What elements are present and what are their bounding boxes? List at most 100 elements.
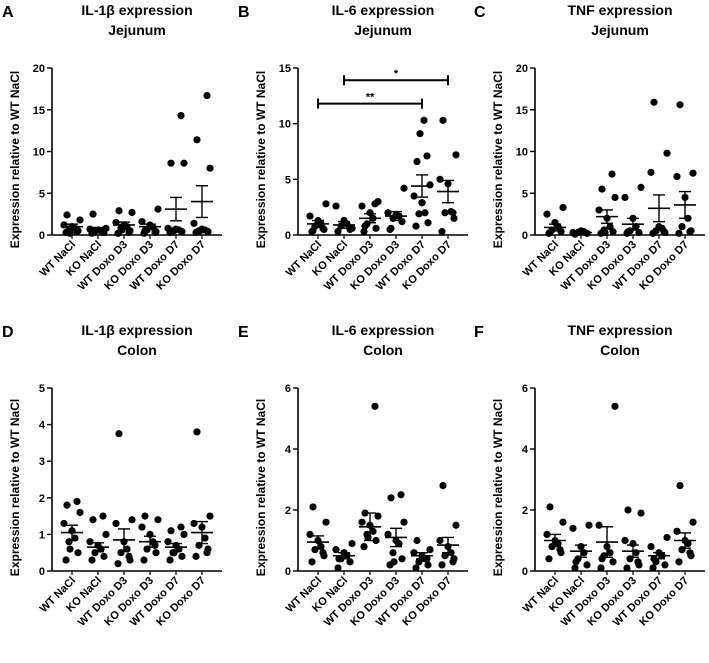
significance-label: *	[394, 68, 399, 80]
data-point	[360, 228, 368, 236]
data-point	[115, 430, 123, 438]
panel-letter: E	[238, 324, 249, 341]
data-point	[585, 521, 593, 529]
y-axis-label: Expression relative to WT NaCl	[8, 71, 22, 248]
data-point	[675, 558, 683, 566]
data-point	[190, 219, 198, 227]
data-point	[387, 494, 395, 502]
data-point	[60, 519, 68, 528]
data-point	[675, 229, 683, 237]
data-point	[348, 224, 356, 232]
data-point	[543, 210, 551, 218]
data-point	[138, 523, 146, 531]
data-point	[415, 210, 423, 218]
data-point	[637, 509, 645, 517]
data-point	[89, 210, 97, 218]
data-point	[413, 157, 421, 166]
data-point	[546, 503, 554, 511]
data-point	[151, 228, 159, 237]
chart-title: IL-6 expression	[332, 2, 435, 18]
data-point	[322, 518, 330, 526]
data-point	[397, 491, 405, 499]
data-point	[421, 209, 429, 217]
data-point	[543, 530, 551, 539]
data-point	[621, 536, 629, 545]
data-point	[125, 552, 133, 560]
data-point	[689, 518, 697, 526]
data-point	[673, 527, 681, 535]
data-point	[436, 536, 444, 545]
data-point	[400, 518, 408, 526]
data-point	[655, 223, 663, 231]
data-point	[438, 561, 446, 569]
panel-a: A IL-1β expression Jejunum Expression relat…	[2, 2, 222, 293]
data-point	[102, 530, 110, 539]
data-point	[170, 227, 178, 235]
data-point	[634, 558, 642, 566]
data-point	[621, 193, 629, 202]
chart-title: Jejunum	[108, 22, 166, 38]
data-point	[661, 561, 669, 569]
data-point	[546, 228, 554, 237]
data-point	[598, 185, 606, 193]
data-point	[62, 556, 70, 564]
data-point	[63, 501, 71, 509]
data-point	[178, 552, 186, 560]
data-point	[306, 212, 314, 220]
y-tick-label: 0	[522, 230, 528, 242]
data-point	[164, 224, 172, 232]
data-point	[609, 558, 617, 566]
data-point	[663, 149, 671, 157]
data-point	[426, 181, 434, 189]
y-axis-label: Expression relative to WT NaCl	[254, 399, 268, 576]
significance-label: **	[366, 92, 375, 104]
data-point	[623, 564, 631, 572]
data-point	[306, 530, 314, 539]
panel-letter: B	[238, 4, 250, 21]
data-point	[193, 428, 201, 436]
data-point	[319, 549, 327, 557]
data-point	[412, 222, 420, 230]
data-point	[426, 546, 434, 554]
data-point	[438, 228, 446, 236]
data-point	[398, 555, 406, 563]
data-point	[193, 136, 201, 144]
y-tick-label: 15	[516, 105, 528, 117]
data-point	[203, 549, 211, 557]
y-tick-label: 15	[33, 105, 45, 117]
data-point	[66, 545, 74, 553]
y-tick-label: 6	[285, 383, 291, 395]
data-point	[76, 508, 84, 517]
data-point	[74, 549, 82, 557]
data-point	[308, 558, 316, 566]
data-point	[556, 546, 564, 554]
data-point	[678, 223, 686, 231]
data-point	[332, 202, 340, 210]
data-point	[99, 228, 107, 237]
data-point	[319, 224, 327, 232]
data-point	[167, 527, 175, 535]
data-point	[415, 558, 423, 566]
data-point	[115, 207, 123, 215]
data-point	[663, 533, 671, 542]
data-point	[569, 524, 577, 532]
data-point	[322, 200, 330, 208]
chart-title: Colon	[600, 342, 640, 358]
y-tick-label: 15	[279, 63, 291, 75]
y-tick-label: 0	[39, 230, 45, 242]
y-tick-label: 4	[522, 444, 529, 456]
data-point	[635, 228, 643, 237]
data-point	[423, 152, 431, 160]
data-point	[180, 530, 188, 539]
data-point	[601, 228, 609, 237]
data-point	[390, 558, 398, 566]
chart-title: Colon	[363, 342, 403, 358]
y-tick-label: 2	[522, 505, 528, 517]
data-point	[89, 516, 97, 524]
y-tick-label: 1	[39, 529, 45, 541]
data-point	[66, 229, 74, 237]
chart-title: TNF expression	[567, 322, 672, 338]
data-point	[449, 558, 457, 566]
data-point	[689, 169, 697, 177]
data-point	[571, 564, 579, 572]
